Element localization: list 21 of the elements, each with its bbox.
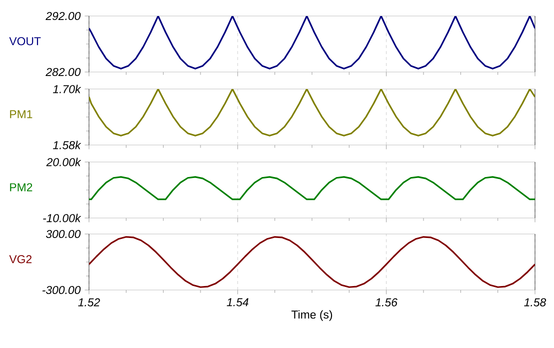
x-tick-label: 1.58 <box>524 298 546 306</box>
line-series <box>89 89 535 136</box>
x-tick-label: 1.54 <box>226 298 248 306</box>
y-tick-label: 1.70k <box>53 84 82 94</box>
y-tick-label: -10.00k <box>43 214 82 222</box>
x-axis-title: Time (s) <box>291 310 332 321</box>
y-axis-title: PM2 <box>10 183 32 192</box>
y-axis-title: VOUT <box>9 37 41 46</box>
line-series <box>89 176 535 200</box>
y-tick-label: 300.00 <box>46 230 81 238</box>
x-tick-label: 1.56 <box>375 298 398 306</box>
y-axis-title: PM1 <box>10 110 32 118</box>
x-tick-label: 1.52 <box>78 298 100 306</box>
y-tick-label: 292.00 <box>46 12 81 20</box>
line-series <box>89 236 535 288</box>
y-tick-label: 1.58k <box>53 140 82 150</box>
line-series <box>89 16 535 70</box>
y-tick-label: 282.00 <box>46 68 81 76</box>
y-axis-title: VG2 <box>9 255 32 264</box>
y-tick-label: 20.00k <box>46 158 82 166</box>
y-tick-label: -300.00 <box>42 286 81 294</box>
